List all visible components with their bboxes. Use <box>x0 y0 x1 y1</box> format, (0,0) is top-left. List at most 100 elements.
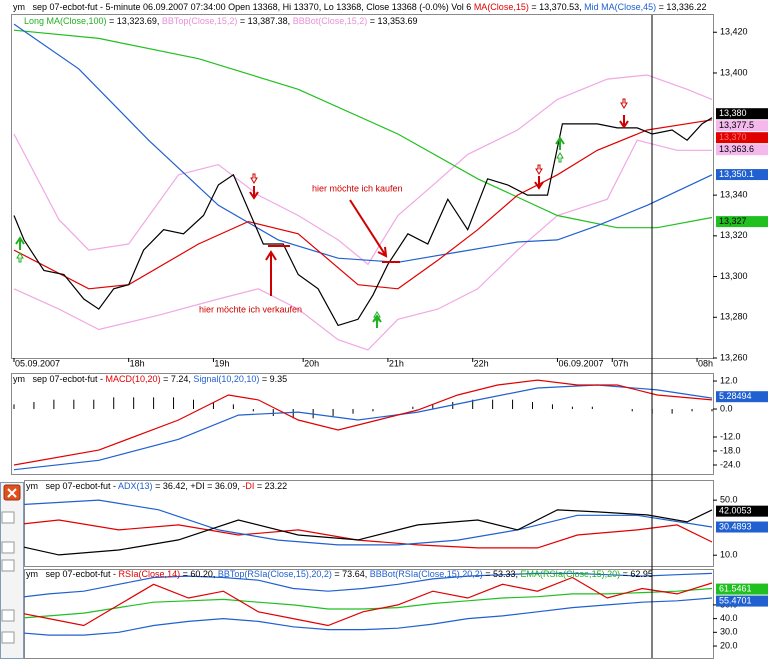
sell-arrow-outline <box>250 173 258 184</box>
y-tick-label: 13,420 <box>720 27 748 37</box>
header-segment: -DI <box>242 481 254 491</box>
value-tag-label: 42.0053 <box>719 506 752 516</box>
header-segment: Long MA(Close,100) <box>24 16 107 26</box>
value-tag-label: 13,370 <box>719 132 747 142</box>
y-tick-label: 12.0 <box>720 375 738 385</box>
header-segment: MA(Close,15) <box>474 2 529 12</box>
y-tick-label: 13,300 <box>720 271 748 281</box>
series-line <box>13 576 713 627</box>
series-line <box>13 379 713 466</box>
sell-arrow-outline <box>535 164 543 175</box>
x-tick-label: 05.09.2007 <box>15 358 60 368</box>
header-segment: BBBot(RSIa(Close,15),20,2) <box>370 569 483 579</box>
annotation: hier möchte ich verkaufen <box>199 304 302 314</box>
x-tick-label: 20h <box>304 358 319 368</box>
series-line <box>13 29 713 229</box>
sell-arrow <box>619 115 629 129</box>
y-tick-label: 30.0 <box>720 627 738 637</box>
header-segment: = 13,336.22 <box>656 2 706 12</box>
header-segment: ADX(13) <box>118 481 153 491</box>
adx-panel <box>24 480 714 567</box>
y-tick-label: 20.0 <box>720 640 738 650</box>
price-panel <box>11 14 714 359</box>
value-tag <box>716 521 768 533</box>
series-line <box>13 139 712 351</box>
value-tag <box>716 216 768 228</box>
y-tick-label: 40.0 <box>720 613 738 623</box>
control[interactable] <box>1 511 15 524</box>
annotation-arrow <box>349 199 388 258</box>
control[interactable] <box>1 631 15 644</box>
header-segment: RSIa(Close,14) <box>119 569 181 579</box>
header-segment: = 7.24, <box>161 374 194 384</box>
value-tag-label: 13,327 <box>719 216 747 226</box>
value-tag-label: 61.5461 <box>719 583 752 593</box>
buy-arrow-outline <box>373 311 381 322</box>
x-tick-label: 18h <box>130 358 145 368</box>
buy-arrow-outline <box>556 152 564 163</box>
y-tick-label: 0.0 <box>720 403 733 413</box>
x-tick-label: 06.09.2007 <box>558 358 603 368</box>
x-tick-label: 07h <box>613 358 628 368</box>
header-segment: = 13,387.38, <box>237 16 292 26</box>
y-tick-label: -12.0 <box>720 431 741 441</box>
series-line <box>13 597 713 636</box>
header-segment: = 13,353.69 <box>367 16 417 26</box>
close-icon <box>7 488 17 498</box>
y-tick-label: 50.0 <box>720 495 738 505</box>
panel-header: Long MA(Close,100) = 13,323.69, BBTop(Cl… <box>24 16 418 26</box>
header-segment: MACD(10,20) <box>106 374 161 384</box>
header-segment: = 23.22 <box>254 481 287 491</box>
series-line <box>13 117 713 327</box>
control[interactable] <box>1 609 15 622</box>
control[interactable] <box>1 559 15 572</box>
value-tag <box>716 108 768 120</box>
header-segment: = 13,323.69, <box>107 16 162 26</box>
header-segment: = 73.64, <box>332 569 370 579</box>
y-tick-label: 10.0 <box>720 550 738 560</box>
header-segment: = 9.35 <box>259 374 287 384</box>
header-segment: ym sep 07-ecbot-fut - <box>26 481 118 491</box>
series-line <box>13 572 713 599</box>
value-tag-label: 30.4893 <box>719 521 752 531</box>
header-segment: = 13,370.53, <box>529 2 584 12</box>
header-segment: = 53.33, <box>483 569 521 579</box>
header-segment: = 36.42, +DI = 36.09, <box>153 481 243 491</box>
control[interactable] <box>1 541 15 554</box>
header-segment: BBBot(Close,15,2) <box>293 16 368 26</box>
x-tick-label: 08h <box>698 358 713 368</box>
panel-header: ym sep 07-ecbot-fut - MACD(10,20) = 7.24… <box>13 374 287 384</box>
header-segment: ym sep 07-ecbot-fut - <box>13 374 106 384</box>
series-line <box>13 119 713 290</box>
y-tick-label: 13,280 <box>720 312 748 322</box>
header-segment: BBTop(RSIa(Close,15),20,2) <box>218 569 332 579</box>
sell-arrow <box>534 176 544 190</box>
y-tick-label: 13,320 <box>720 230 748 240</box>
value-tag <box>716 595 768 607</box>
panel-header: ym sep 07-ecbot-fut - RSIa(Close,14) = 6… <box>26 569 653 579</box>
value-tag-label: 13,363.6 <box>719 144 754 154</box>
header-segment: = 60.20, <box>180 569 218 579</box>
series-line <box>13 499 713 546</box>
buy-arrow <box>555 136 565 150</box>
buy-arrow <box>15 236 25 250</box>
y-tick-label: -24.0 <box>720 459 741 469</box>
y-tick-label: 13,260 <box>720 352 748 362</box>
value-tag-label: 55.4701 <box>719 595 752 605</box>
value-tag <box>716 169 768 181</box>
header-segment: = 62.95 <box>620 569 653 579</box>
header-segment: EMA(RSIa(Close,15),20) <box>521 569 621 579</box>
annotation-arrow <box>265 250 277 296</box>
panel-header: ym sep 07-ecbot-fut - ADX(13) = 36.42, +… <box>26 481 287 491</box>
value-tag <box>716 583 768 595</box>
annotation: hier möchte ich kaufen <box>312 183 403 193</box>
series-line <box>13 74 713 266</box>
header-segment: ym sep 07-ecbot-fut - 5-minute 06.09.200… <box>13 2 474 12</box>
series-line <box>13 509 713 556</box>
header-segment: Signal(10,20,10) <box>193 374 259 384</box>
y-tick-label: 13,340 <box>720 190 748 200</box>
sell-arrow-outline <box>620 98 628 109</box>
value-tag <box>716 120 768 132</box>
buy-arrow-outline <box>16 252 24 263</box>
